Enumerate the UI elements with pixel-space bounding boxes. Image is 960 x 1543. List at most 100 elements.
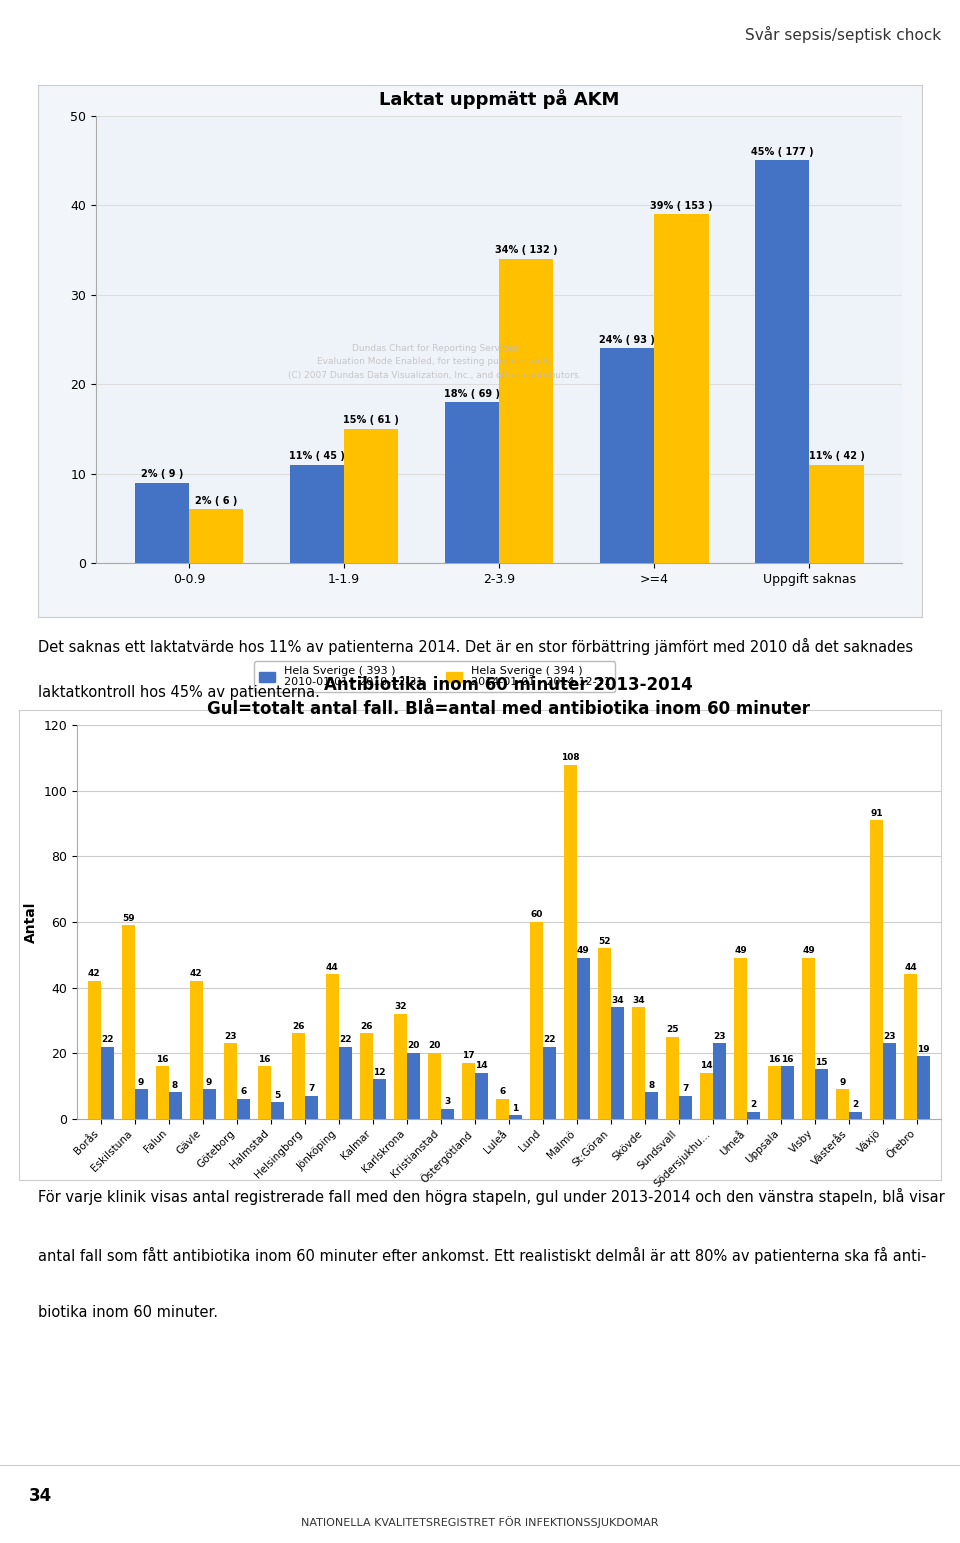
Text: Det saknas ett laktatvärde hos 11% av patienterna 2014. Det är en stor förbättri: Det saknas ett laktatvärde hos 11% av pa…	[38, 639, 914, 656]
Text: 22: 22	[339, 1035, 351, 1045]
Bar	[441, 1109, 454, 1119]
Text: 8: 8	[172, 1080, 179, 1089]
Bar	[499, 259, 554, 563]
Bar	[344, 429, 398, 563]
Bar	[577, 958, 589, 1119]
Bar	[632, 1008, 645, 1119]
Text: 52: 52	[598, 937, 611, 946]
Text: 9: 9	[138, 1077, 144, 1086]
Bar	[134, 483, 189, 563]
Text: 22: 22	[543, 1035, 556, 1045]
Text: 49: 49	[734, 946, 747, 955]
Bar	[304, 1096, 318, 1119]
Text: 49: 49	[577, 946, 589, 955]
Text: 23: 23	[713, 1032, 726, 1040]
Bar	[444, 403, 499, 563]
Text: 7: 7	[308, 1085, 314, 1092]
Text: 49: 49	[803, 946, 815, 955]
Text: 3: 3	[444, 1097, 450, 1106]
Legend: Hela Sverige ( 393 )
2010-01-01 - 2010-12-31, Hela Sverige ( 394 )
2014-01-01 - : Hela Sverige ( 393 ) 2010-01-01 - 2010-1…	[254, 662, 615, 691]
Bar	[809, 464, 864, 563]
Text: 26: 26	[360, 1021, 372, 1031]
Bar	[203, 1089, 216, 1119]
Bar	[917, 1057, 930, 1119]
Text: 15: 15	[815, 1058, 828, 1066]
Text: laktatkontroll hos 45% av patienterna.: laktatkontroll hos 45% av patienterna.	[38, 685, 321, 701]
Text: 2: 2	[751, 1100, 756, 1109]
Bar	[530, 921, 542, 1119]
Bar	[189, 509, 243, 563]
Text: 2% ( 9 ): 2% ( 9 )	[141, 469, 183, 478]
Text: 7: 7	[683, 1085, 688, 1092]
Bar	[734, 958, 747, 1119]
Bar	[870, 821, 883, 1119]
Bar	[564, 764, 577, 1119]
Bar	[611, 1008, 624, 1119]
Text: 1: 1	[512, 1103, 518, 1113]
Bar	[428, 1052, 441, 1119]
Text: 20: 20	[428, 1042, 441, 1051]
Text: 16: 16	[768, 1054, 780, 1063]
Bar	[292, 1034, 304, 1119]
Bar	[836, 1089, 849, 1119]
Bar	[87, 981, 101, 1119]
Text: 16: 16	[156, 1054, 168, 1063]
Text: Svår sepsis/septisk chock: Svår sepsis/septisk chock	[745, 26, 941, 43]
Text: 14: 14	[475, 1062, 488, 1071]
Bar	[904, 975, 917, 1119]
Text: Dundas Chart for Reporting Services
Evaluation Mode Enabled, for testing purpose: Dundas Chart for Reporting Services Eval…	[288, 344, 582, 380]
Text: NATIONELLA KVALITETSREGISTRET FÖR INFEKTIONSSJUKDOMAR: NATIONELLA KVALITETSREGISTRET FÖR INFEKT…	[301, 1515, 659, 1528]
Bar	[134, 1089, 148, 1119]
Text: 42: 42	[190, 969, 203, 978]
Bar	[600, 349, 655, 563]
Text: biotika inom 60 minuter.: biotika inom 60 minuter.	[38, 1305, 219, 1321]
Bar	[679, 1096, 692, 1119]
Title: Antibiotika inom 60 minuter 2013-2014
Gul=totalt antal fall. Blå=antal med antib: Antibiotika inom 60 minuter 2013-2014 Gu…	[207, 676, 810, 717]
Bar	[700, 1072, 713, 1119]
Text: 59: 59	[122, 913, 134, 923]
Text: 8: 8	[648, 1080, 655, 1089]
Bar	[645, 1092, 658, 1119]
Text: 15% ( 61 ): 15% ( 61 )	[344, 415, 399, 426]
Text: 16: 16	[258, 1054, 271, 1063]
Text: 108: 108	[561, 753, 580, 762]
Bar	[802, 958, 815, 1119]
Bar	[462, 1063, 475, 1119]
Text: 39% ( 153 ): 39% ( 153 )	[650, 201, 712, 210]
Bar	[325, 975, 339, 1119]
Bar	[224, 1043, 237, 1119]
Text: 5: 5	[274, 1091, 280, 1100]
Bar	[496, 1099, 509, 1119]
Text: 6: 6	[499, 1088, 506, 1097]
Bar	[169, 1092, 181, 1119]
Text: 23: 23	[883, 1032, 896, 1040]
Bar	[407, 1052, 420, 1119]
Text: 45% ( 177 ): 45% ( 177 )	[751, 147, 813, 157]
Text: 17: 17	[462, 1051, 474, 1060]
Bar	[542, 1046, 556, 1119]
Bar	[156, 1066, 169, 1119]
Text: 9: 9	[206, 1077, 212, 1086]
Text: 34: 34	[29, 1487, 52, 1506]
Bar	[655, 214, 708, 563]
Bar	[475, 1072, 488, 1119]
Bar	[713, 1043, 726, 1119]
Bar	[271, 1102, 283, 1119]
Text: 2% ( 6 ): 2% ( 6 )	[195, 495, 237, 506]
Text: 18% ( 69 ): 18% ( 69 )	[444, 389, 500, 398]
Bar	[290, 464, 344, 563]
Bar	[666, 1037, 679, 1119]
Bar	[768, 1066, 780, 1119]
Text: 6: 6	[240, 1088, 247, 1097]
Bar	[747, 1113, 759, 1119]
Text: 34: 34	[632, 995, 645, 1004]
Text: 16: 16	[781, 1054, 794, 1063]
Text: 91: 91	[870, 809, 883, 818]
Text: 23: 23	[224, 1032, 236, 1040]
Text: För varje klinik visas antal registrerade fall med den högra stapeln, gul under : För varje klinik visas antal registrerad…	[38, 1188, 946, 1205]
Title: Laktat uppmätt på AKM: Laktat uppmätt på AKM	[379, 88, 619, 108]
Bar	[339, 1046, 351, 1119]
Bar	[849, 1113, 862, 1119]
Bar	[815, 1069, 828, 1119]
Text: 2: 2	[852, 1100, 858, 1109]
